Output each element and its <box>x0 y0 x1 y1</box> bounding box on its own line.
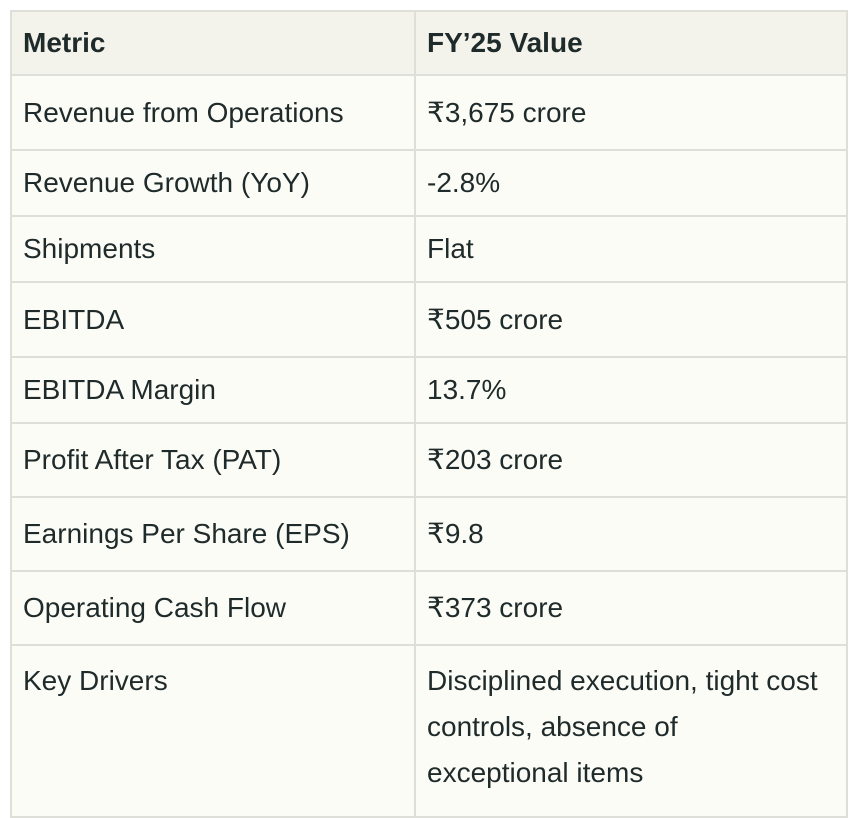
table-row: EBITDA Margin 13.7% <box>10 356 848 424</box>
metrics-table: Metric FY’25 Value Revenue from Operatio… <box>10 10 848 818</box>
metric-cell: Profit After Tax (PAT) <box>10 422 416 498</box>
metric-cell: Key Drivers <box>10 644 416 818</box>
metric-cell: Operating Cash Flow <box>10 570 416 646</box>
value-cell: ₹505 crore <box>414 281 848 358</box>
table-row: Revenue Growth (YoY) -2.8% <box>10 149 848 217</box>
table-row: Shipments Flat <box>10 215 848 283</box>
table-row: Key Drivers Disciplined execution, tight… <box>10 644 848 818</box>
table-row: Operating Cash Flow ₹373 crore <box>10 570 848 646</box>
value-cell: ₹203 crore <box>414 422 848 498</box>
metric-cell: Earnings Per Share (EPS) <box>10 496 416 572</box>
metrics-table-container: Metric FY’25 Value Revenue from Operatio… <box>10 10 848 818</box>
value-cell: ₹373 crore <box>414 570 848 646</box>
table-row: Revenue from Operations ₹3,675 crore <box>10 74 848 151</box>
metric-cell: Revenue from Operations <box>10 74 416 151</box>
metric-cell: Revenue Growth (YoY) <box>10 149 416 217</box>
metric-cell: EBITDA Margin <box>10 356 416 424</box>
header-metric: Metric <box>10 10 416 76</box>
value-cell: ₹3,675 crore <box>414 74 848 151</box>
metric-cell: Shipments <box>10 215 416 283</box>
value-cell: -2.8% <box>414 149 848 217</box>
value-cell: ₹9.8 <box>414 496 848 572</box>
table-row: EBITDA ₹505 crore <box>10 281 848 358</box>
table-row: Earnings Per Share (EPS) ₹9.8 <box>10 496 848 572</box>
table-header-row: Metric FY’25 Value <box>10 10 848 76</box>
value-cell: Disciplined execution, tight cost contro… <box>414 644 848 818</box>
table-row: Profit After Tax (PAT) ₹203 crore <box>10 422 848 498</box>
metric-cell: EBITDA <box>10 281 416 358</box>
value-cell: Flat <box>414 215 848 283</box>
value-cell: 13.7% <box>414 356 848 424</box>
header-fy25-value: FY’25 Value <box>414 10 848 76</box>
